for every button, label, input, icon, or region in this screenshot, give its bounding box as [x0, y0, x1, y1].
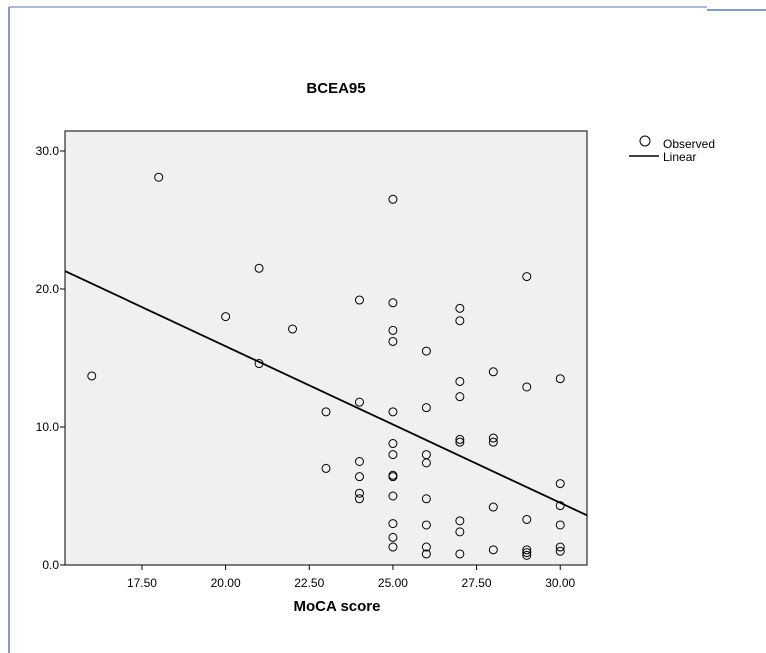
data-point — [388, 336, 398, 346]
plot-area — [64, 130, 588, 566]
data-point — [455, 437, 465, 447]
y-axis: 0.0 10.0 20.0 30.0 — [36, 144, 65, 572]
data-point — [87, 371, 97, 381]
data-point — [321, 463, 331, 473]
data-point — [421, 494, 431, 504]
data-point — [388, 542, 398, 552]
data-point — [488, 502, 498, 512]
linear-fit — [64, 270, 588, 517]
data-point — [488, 367, 498, 377]
data-point — [388, 407, 398, 417]
data-point — [522, 272, 532, 282]
data-point — [388, 472, 398, 482]
data-point — [455, 392, 465, 402]
data-point — [388, 450, 398, 460]
x-tick-label: 22.50 — [294, 576, 324, 590]
data-point — [455, 549, 465, 559]
data-point — [488, 433, 498, 443]
legend-observed-label: Observed — [663, 137, 715, 151]
data-point — [421, 549, 431, 559]
y-tick-label: 10.0 — [36, 420, 60, 434]
regression-line — [64, 270, 588, 517]
data-point — [388, 439, 398, 449]
x-axis-label: MoCA score — [294, 598, 381, 615]
x-tick-label: 17.50 — [127, 576, 157, 590]
data-point — [354, 295, 364, 305]
x-tick-label: 25.00 — [378, 576, 408, 590]
data-point — [388, 519, 398, 529]
data-point — [555, 501, 565, 511]
data-point — [354, 488, 364, 498]
data-point — [421, 458, 431, 468]
data-point — [321, 407, 331, 417]
data-point — [455, 516, 465, 526]
data-point — [522, 382, 532, 392]
data-point — [388, 194, 398, 204]
data-point — [421, 520, 431, 530]
observed-points — [87, 172, 565, 560]
data-point — [522, 545, 532, 555]
data-point — [555, 520, 565, 530]
data-point — [522, 550, 532, 560]
data-point — [555, 546, 565, 556]
data-point — [522, 514, 532, 524]
y-tick-label: 0.0 — [42, 558, 59, 572]
data-point — [288, 324, 298, 334]
data-point — [455, 376, 465, 386]
data-point — [388, 491, 398, 501]
data-point — [354, 494, 364, 504]
chart-title: BCEA95 — [306, 80, 365, 97]
data-point — [555, 374, 565, 384]
legend-linear-label: Linear — [663, 150, 696, 164]
data-point — [455, 434, 465, 444]
data-point — [221, 312, 231, 322]
data-point — [455, 527, 465, 537]
data-point — [354, 457, 364, 466]
y-tick-label: 30.0 — [36, 144, 60, 158]
data-point — [555, 479, 565, 489]
data-point — [522, 548, 532, 558]
data-point — [421, 346, 431, 356]
data-point — [455, 316, 465, 326]
data-point — [488, 437, 498, 447]
data-point — [555, 542, 565, 552]
data-point — [388, 532, 398, 542]
x-tick-label: 27.50 — [462, 576, 492, 590]
data-point — [455, 303, 465, 313]
data-point — [254, 263, 264, 273]
data-point — [354, 472, 364, 482]
data-point — [488, 545, 498, 555]
data-point — [421, 403, 431, 413]
x-tick-label: 20.00 — [211, 576, 241, 590]
legend-observed-marker — [639, 135, 651, 147]
x-tick-label: 30.00 — [545, 576, 575, 590]
data-point — [421, 542, 431, 552]
data-point — [154, 172, 164, 182]
data-point — [354, 397, 364, 407]
legend: Observed Linear — [629, 135, 715, 164]
x-axis: 17.50 20.00 22.50 25.00 27.50 30.00 — [127, 565, 576, 590]
data-point — [388, 325, 398, 335]
y-tick-label: 20.0 — [36, 282, 60, 296]
data-point — [388, 298, 398, 308]
